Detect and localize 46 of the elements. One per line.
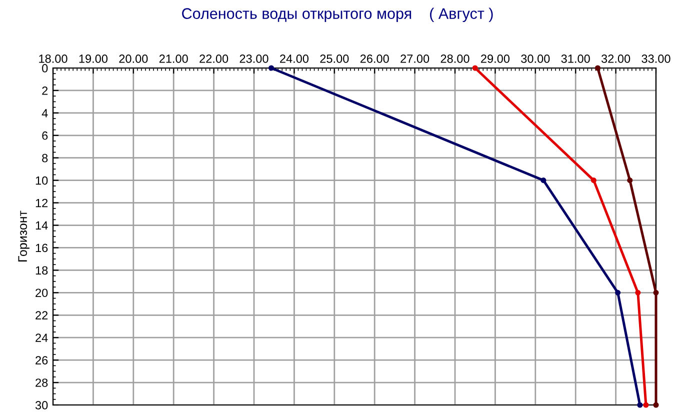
x-tick-label: 23.00 (240, 54, 268, 63)
x-tick-label: 28.00 (440, 54, 470, 63)
y-tick-label: 26 (36, 356, 48, 364)
y-tick-label: 24 (36, 334, 48, 342)
point (615, 290, 621, 296)
x-tick-label: 22.00 (200, 54, 228, 63)
y-tick-label: 18 (36, 266, 48, 275)
x-tick-label: 25.00 (320, 54, 349, 63)
y-tick-label: 16 (36, 244, 48, 252)
x-tick-label: 21.00 (159, 54, 188, 63)
y-tick-label: 12 (36, 198, 48, 208)
x-tick-label: 18.00 (39, 54, 68, 63)
y-tick-label: 10 (36, 176, 48, 185)
y-tick-label: 30 (35, 401, 48, 410)
x-tick-label: 30.00 (521, 54, 550, 63)
point (590, 178, 596, 184)
y-tick-label: 20 (36, 288, 48, 298)
y-tick-label: 28 (36, 378, 48, 387)
x-tick-label: 24.00 (280, 54, 309, 63)
x-tick-label: 31.00 (561, 54, 590, 63)
point (637, 402, 643, 408)
point (653, 290, 659, 296)
y-tick-label: 4 (42, 109, 48, 118)
y-tick-label: 6 (42, 131, 48, 140)
y-tick-label: 22 (36, 311, 48, 320)
x-tick-label: 19.00 (79, 54, 108, 63)
point (653, 402, 659, 408)
x-tick-label: 32.00 (601, 54, 630, 63)
point (643, 402, 649, 408)
y-tick-label: 2 (42, 86, 48, 95)
point (627, 178, 633, 184)
point (635, 290, 641, 296)
point (268, 65, 274, 71)
x-tick-label: 20.00 (119, 54, 148, 63)
point (540, 178, 546, 184)
x-tick-label: 29.00 (481, 54, 510, 63)
y-tick-label: 0 (42, 64, 48, 72)
chart-title: Соленость воды открытого моря ( Август ) (182, 8, 493, 22)
y-tick-label: 8 (42, 154, 48, 162)
y-axis-title: Горизонт (18, 210, 30, 262)
x-tick-label: 27.00 (400, 54, 430, 63)
point (594, 65, 600, 71)
x-tick-label: 33.00 (642, 54, 670, 63)
x-tick-label: 26.00 (360, 54, 389, 63)
y-tick-label: 14 (36, 221, 48, 230)
point (472, 65, 478, 71)
